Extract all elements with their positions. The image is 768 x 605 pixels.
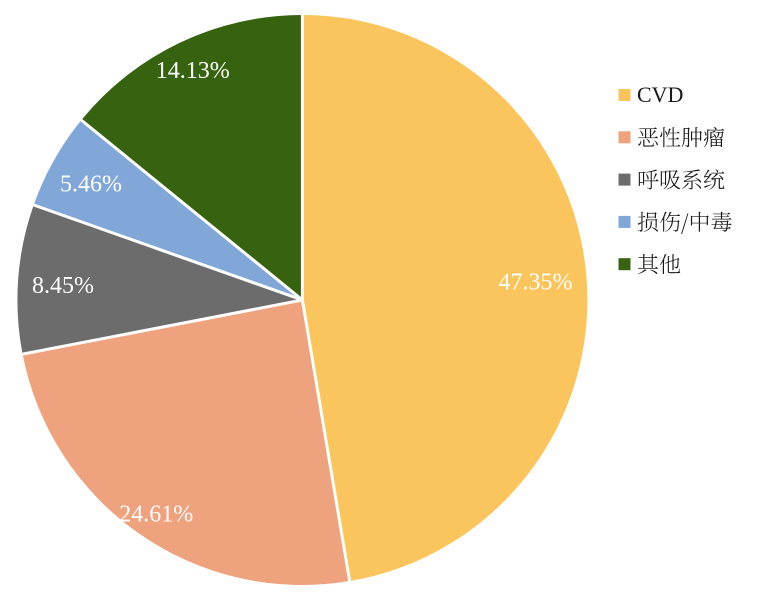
svg-text:CVD: CVD [637,82,683,107]
svg-text:8.45%: 8.45% [32,273,94,299]
svg-text:14.13%: 14.13% [156,58,230,84]
svg-text:47.35%: 47.35% [499,270,573,296]
svg-text:24.61%: 24.61% [119,502,193,528]
svg-text:5.46%: 5.46% [60,172,122,198]
